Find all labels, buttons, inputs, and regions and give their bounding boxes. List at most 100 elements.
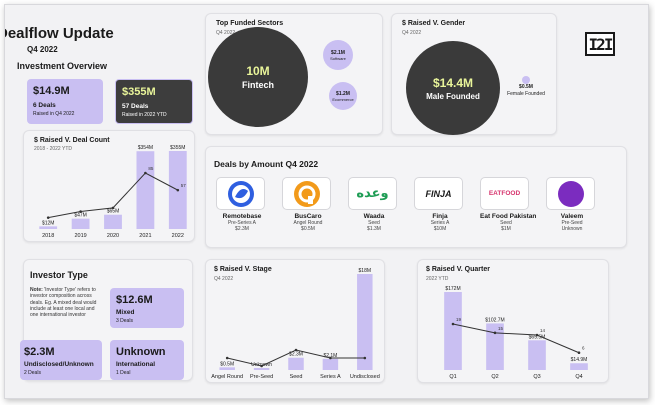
investor-mixed-card: $12.6M Mixed 3 Deals — [110, 288, 184, 328]
investor-international-value: Unknown — [116, 346, 166, 358]
overview-q4-value: $14.9M — [33, 85, 70, 97]
sector-fintech-label: Fintech — [241, 80, 274, 90]
investor-mixed-label: Mixed — [116, 309, 135, 316]
bar-value-label: $47M — [74, 213, 87, 219]
line-point-label: 85 — [148, 166, 154, 171]
overview-ytd-value: $355M — [122, 86, 156, 98]
tick-label: Q2 — [491, 374, 498, 380]
eatfood-logo-text: EATFOOD — [488, 190, 521, 197]
tick-label: 2021 — [139, 233, 151, 239]
stage-chart-card: $ Raised V. Stage Q4 2022 $0.5M Angel Rou… — [205, 259, 385, 383]
gender-period: Q4 2022 — [402, 30, 422, 36]
tick-label: 2022 — [172, 233, 184, 239]
page-title: Dealflow Update — [4, 25, 114, 42]
deal-count-line — [452, 323, 580, 354]
deal-item[interactable]: Valeem Pre-Seed Unknown — [546, 177, 598, 232]
tick-label: Angel Round — [211, 374, 243, 380]
line-point — [451, 322, 455, 326]
page-period: Q4 2022 — [27, 45, 58, 54]
dashboard-frame: Dealflow Update Q4 2022 Investment Overv… — [4, 4, 649, 399]
line-point — [46, 216, 50, 219]
deal-count-chart-period: 2018 - 2022 YTD — [34, 146, 72, 152]
bar-value-label: $0.5M — [220, 361, 234, 367]
deal-item[interactable]: وعده Waada Seed $1.3M — [348, 177, 400, 232]
bar-2019 — [71, 218, 90, 229]
overview-q4-caption: Raised in Q4 2022 — [33, 111, 75, 117]
bar-value-label: $65.5M — [529, 334, 546, 340]
deal-item[interactable]: Remotebase Pre-Series A $2.3M — [216, 177, 268, 232]
deal-stage: Seed — [500, 220, 512, 226]
investor-mixed-value: $12.6M — [116, 294, 153, 306]
deal-item[interactable]: EATFOOD Eat Food Pakistan Seed $1M — [480, 177, 536, 232]
gender-male-bubble: $14.4M Male Founded — [406, 41, 500, 135]
deal-count-chart-card: $ Raised V. Deal Count 2018 - 2022 YTD $… — [23, 130, 195, 242]
investor-type-card: Investor Type Note: 'Investor Type' refe… — [20, 259, 193, 381]
buscaro-logo-icon — [282, 177, 331, 210]
sector-ecommerce-bubble: $1.2M Ecommerce — [329, 82, 357, 110]
investor-undisclosed-value: $2.3M — [24, 346, 55, 358]
deal-amount: $1M — [501, 226, 511, 232]
deal-item[interactable]: FINJA Finja Series A $10M — [414, 177, 466, 232]
line-point — [111, 206, 115, 210]
overview-card-ytd: $355M 57 Deals Raised in 2022 YTD — [115, 79, 193, 124]
overview-q4-deals: 6 Deals — [33, 102, 56, 109]
line-point-label: 19 — [456, 317, 462, 322]
brand-logo: I2I — [585, 32, 615, 56]
bar-undisclosed — [357, 274, 373, 370]
deal-name: BusCaro — [294, 213, 322, 220]
sector-software-value: $2.1M — [331, 49, 345, 56]
finja-logo-text: FINJA — [425, 188, 452, 199]
gender-male-label: Male Founded — [426, 91, 480, 101]
line-point-label: 15 — [498, 326, 504, 331]
deal-stage: Seed — [368, 220, 380, 226]
gender-title: $ Raised V. Gender — [402, 20, 466, 27]
remotebase-logo-icon — [216, 177, 265, 210]
bar-value-label: $18M — [359, 268, 372, 274]
line-point — [79, 210, 82, 213]
bar-value-label: $172M — [445, 286, 460, 292]
tick-label: Pre-Seed — [250, 374, 273, 380]
sectors-period: Q4 2022 — [216, 30, 236, 36]
quarter-chart-title: $ Raised V. Quarter — [426, 266, 490, 273]
line-point — [363, 356, 367, 360]
sector-ecommerce-value: $1.2M — [336, 90, 350, 97]
tick-label: 2020 — [107, 233, 119, 239]
bar-value-label: $2.1M — [323, 353, 337, 359]
gender-female-value: $0.5M — [519, 84, 533, 90]
investor-undisclosed-label: Undisclosed/Unknown — [24, 361, 94, 368]
bar-value-label: $12M — [42, 220, 55, 226]
eatfood-logo-icon: EATFOOD — [480, 177, 529, 210]
quarter-chart-card: $ Raised V. Quarter 2022 YTD $172M Q1 $102… — [417, 259, 609, 383]
bar-2018 — [39, 226, 58, 229]
overview-ytd-caption: Raised in 2022 YTD — [122, 112, 167, 118]
line-point — [144, 171, 147, 175]
bar-value-label: $102.7M — [485, 317, 504, 323]
investor-type-note-text: 'Investor Type' refers to investor compo… — [30, 287, 97, 319]
line-point-label: 57 — [181, 183, 187, 188]
section-title: Investment Overview — [17, 61, 108, 71]
investor-type-note: Note: 'Investor Type' refers to investor… — [30, 287, 100, 318]
stage-chart-title: $ Raised V. Stage — [214, 266, 272, 273]
deal-item[interactable]: BusCaro Angel Round $0.5M — [282, 177, 334, 232]
bar-series-a — [322, 358, 339, 370]
gender-female-label: Female Founded — [507, 91, 545, 97]
chart1-svg: $12M 2018 $47M 2019 $65M 2020 $354M 2021 $355M 20… — [39, 145, 187, 239]
deal-name: Remotebase — [222, 213, 262, 220]
bar-seed — [288, 357, 304, 370]
deals-title: Deals by Amount Q4 2022 — [214, 159, 319, 169]
chart3-svg: $172M Q1 $102.7M Q2 $65.5M Q3 $14.9M Q4 19 15 14 6 — [444, 286, 588, 380]
line-point — [577, 351, 581, 355]
valeem-logo-icon — [546, 177, 595, 210]
line-point — [260, 364, 263, 368]
deal-count-chart-title: $ Raised V. Deal Count — [34, 137, 110, 144]
investor-undisclosed-card: $2.3M Undisclosed/Unknown 2 Deals — [20, 340, 102, 380]
brand-logo-text: I2I — [588, 34, 614, 54]
investor-type-title: Investor Type — [30, 270, 88, 280]
investor-undisclosed-deals: 2 Deals — [24, 370, 41, 376]
tick-label: Series A — [320, 374, 341, 380]
investor-international-deals: 1 Deal — [116, 370, 131, 376]
sector-ecommerce-label: Ecommerce — [332, 96, 354, 102]
investor-international-label: International — [116, 361, 156, 368]
bar-q4 — [570, 363, 588, 370]
waada-logo-icon: وعده — [348, 177, 397, 210]
